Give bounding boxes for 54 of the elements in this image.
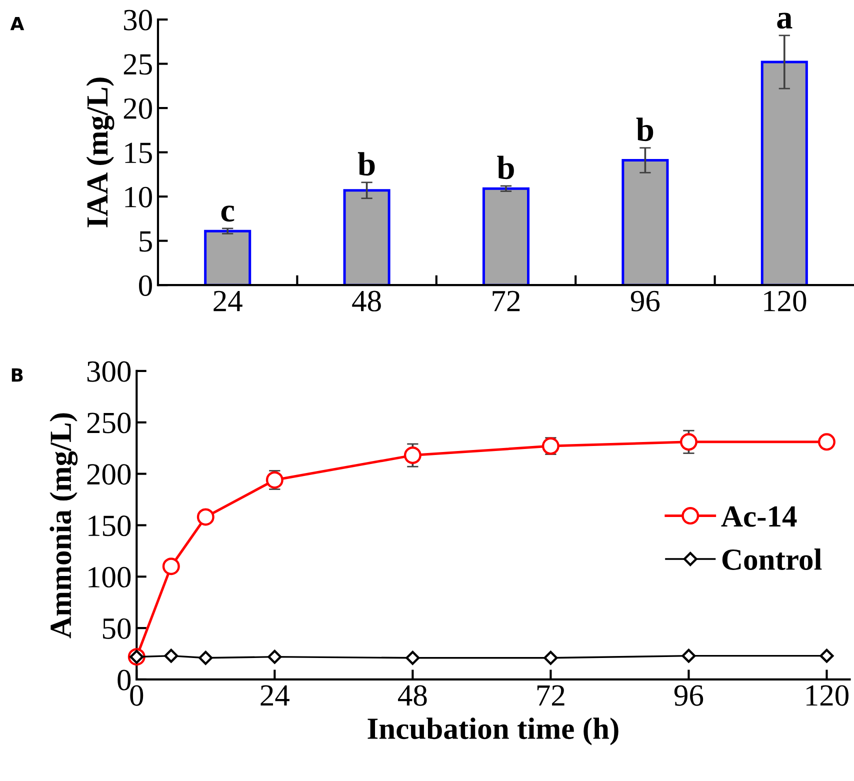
- annotation: b: [358, 152, 375, 176]
- text: A: [10, 16, 24, 30]
- point: [404, 446, 422, 464]
- y-axis-title: IAA (mg/L): [86, 78, 114, 228]
- bar: [622, 159, 669, 286]
- point: [266, 471, 284, 489]
- annotation: a: [777, 12, 792, 29]
- y-tick-label: 50: [103, 618, 131, 639]
- y-tick-label: 10: [125, 186, 152, 208]
- point: [406, 650, 420, 665]
- x-axis-title: Incubation time (h): [368, 718, 618, 746]
- y-tick-label: 0: [118, 670, 131, 690]
- text: B: [12, 368, 23, 382]
- y-tick-label: 250: [87, 412, 131, 434]
- annotation: c: [221, 206, 234, 222]
- x-tick-label: 24: [214, 290, 242, 312]
- x-tick-label: 72: [492, 290, 520, 312]
- point: [198, 650, 213, 665]
- bar: [343, 189, 390, 286]
- point: [268, 650, 282, 664]
- point: [682, 648, 696, 663]
- y-tick-label: 15: [125, 142, 152, 164]
- y-tick-label: 30: [124, 10, 152, 30]
- legend-label: Ac-14: [721, 506, 797, 527]
- y-tick-label: 200: [87, 464, 131, 485]
- point: [162, 558, 180, 576]
- point: [164, 648, 178, 663]
- point: [544, 650, 558, 665]
- annotation: b: [636, 118, 654, 142]
- y-tick-label: 25: [124, 54, 152, 75]
- y-tick-label: 20: [124, 98, 152, 119]
- y-tick-label: 0: [139, 275, 152, 296]
- point: [820, 648, 834, 663]
- x-tick-label: 96: [674, 685, 704, 706]
- bar: [482, 187, 530, 286]
- x-tick-label: 24: [260, 685, 290, 706]
- bar: [204, 230, 252, 286]
- x-tick-label: 96: [630, 290, 660, 312]
- y-tick-label: 100: [88, 566, 131, 588]
- legend-label: Control: [722, 548, 822, 570]
- y-axis-title: Ammonia (mg/L): [50, 413, 78, 638]
- point: [196, 508, 214, 526]
- x-tick-label: 120: [764, 290, 806, 312]
- annotation: b: [497, 156, 514, 180]
- y-tick-label: 150: [88, 516, 131, 536]
- x-tick-label: 48: [352, 290, 381, 312]
- point: [680, 433, 698, 451]
- point: [818, 433, 836, 451]
- x-tick-label: 120: [806, 685, 848, 706]
- x-tick-label: 48: [398, 685, 427, 706]
- y-tick-label: 300: [87, 361, 131, 382]
- x-tick-label: 72: [537, 685, 564, 706]
- y-tick-label: 5: [140, 231, 152, 252]
- bar: [760, 60, 808, 286]
